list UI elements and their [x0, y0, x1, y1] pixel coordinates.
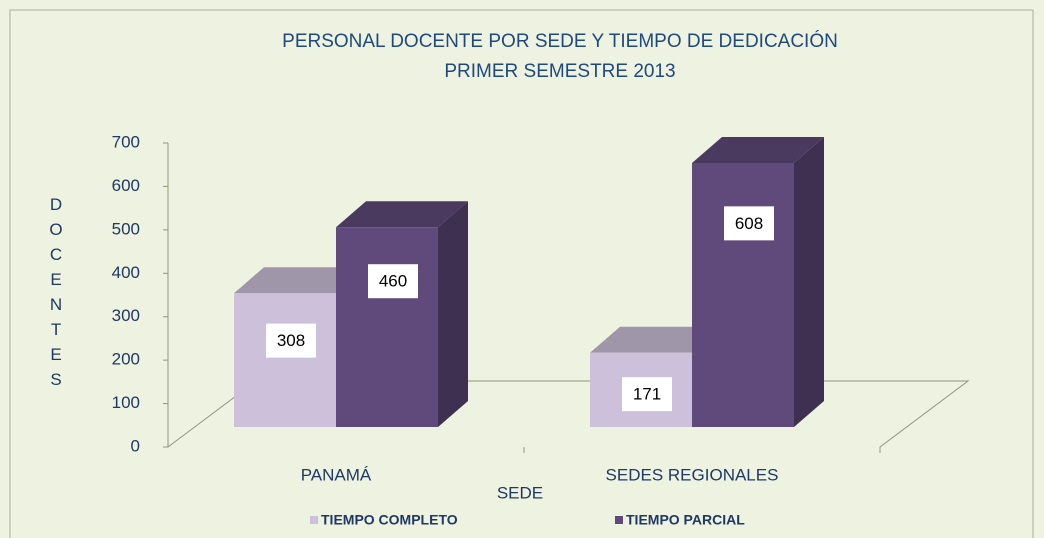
- y-tick-label: 200: [112, 350, 140, 369]
- y-tick-label: 100: [112, 393, 140, 412]
- data-label-box: [622, 377, 672, 412]
- y-axis-label: DOCENTES: [47, 195, 66, 395]
- y-tick-label: 700: [112, 132, 140, 151]
- y-tick-label: 600: [112, 176, 140, 195]
- bar-top: [692, 136, 824, 163]
- x-axis-label: SEDE: [497, 483, 543, 502]
- bar-front: [692, 162, 794, 427]
- data-label: 308: [277, 331, 305, 350]
- y-tick-label: 0: [131, 436, 140, 455]
- data-label: 608: [735, 214, 763, 233]
- bar-top: [336, 201, 468, 228]
- data-label-box: [266, 323, 316, 358]
- data-label: 171: [633, 385, 661, 404]
- bar-side: [794, 136, 824, 427]
- data-label-box: [368, 264, 418, 299]
- bar-front: [234, 293, 336, 427]
- x-tick-label: PANAMÁ: [301, 465, 372, 484]
- legend-label: TIEMPO PARCIAL: [626, 512, 745, 528]
- y-tick-label: 300: [112, 306, 140, 325]
- x-tick-label: SEDES REGIONALES: [606, 465, 779, 484]
- legend-label: TIEMPO COMPLETO: [321, 512, 458, 528]
- bar: [336, 201, 468, 427]
- chart-title: PERSONAL DOCENTE POR SEDE Y TIEMPO DE DE…: [282, 30, 838, 52]
- bar-side: [438, 201, 468, 427]
- bar-top: [234, 267, 366, 294]
- data-label-box: [724, 206, 774, 241]
- legend-swatch: [310, 516, 318, 524]
- chart-subtitle: PRIMER SEMESTRE 2013: [444, 61, 675, 82]
- chart-border: [9, 9, 1034, 538]
- bar-front: [336, 227, 438, 427]
- data-label: 460: [379, 272, 407, 291]
- bar-top: [590, 326, 722, 353]
- y-tick-label: 500: [112, 219, 140, 238]
- y-tick-label: 400: [112, 263, 140, 282]
- legend-swatch: [615, 516, 623, 524]
- bar: [692, 136, 824, 427]
